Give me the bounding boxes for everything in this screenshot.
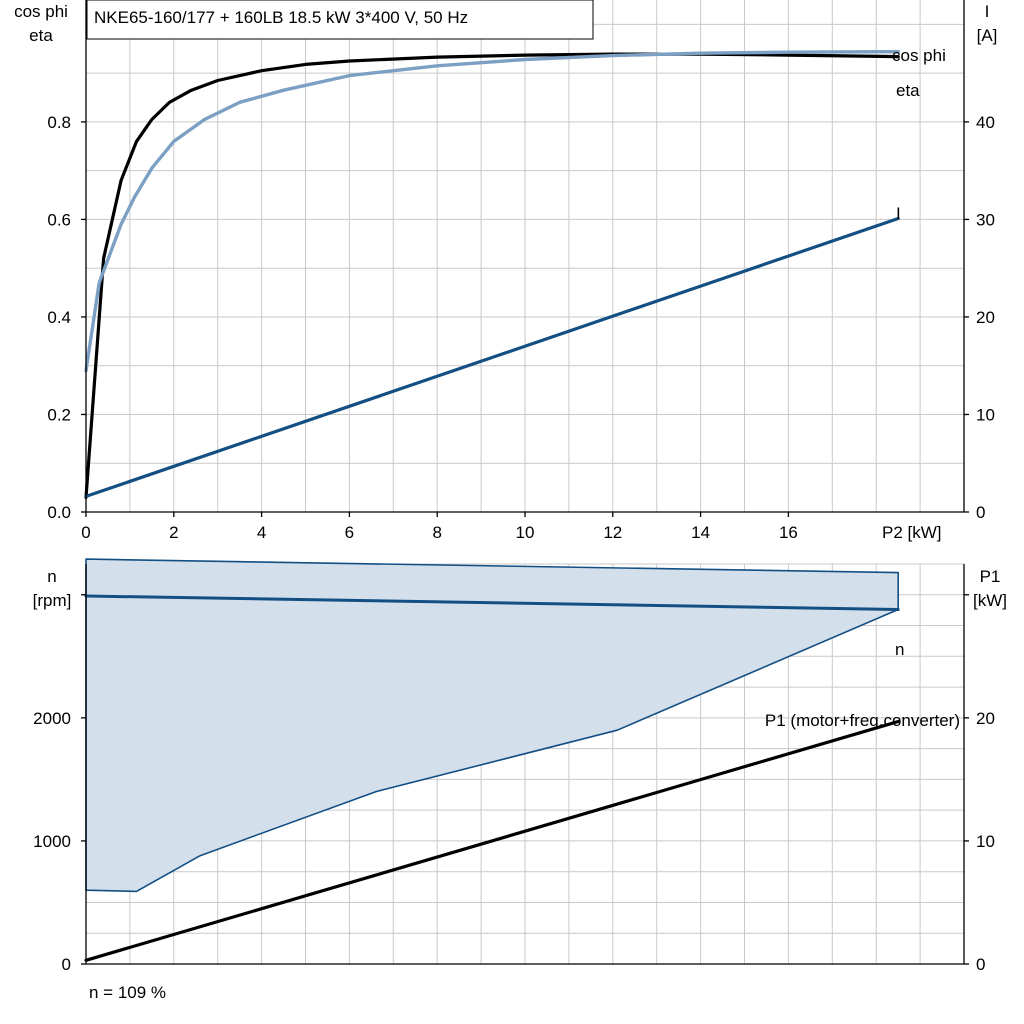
chart-title: NKE65-160/177 + 160LB 18.5 kW 3*400 V, 5… bbox=[94, 8, 468, 27]
chart-title-box bbox=[86, 0, 594, 40]
bottom-left-axis-label-2: [rpm] bbox=[33, 591, 72, 610]
bottom-right-y-tick-label: 0 bbox=[976, 955, 985, 974]
speed-annotation: n = 109 % bbox=[89, 983, 166, 1002]
top-right-axis-label-1: I bbox=[985, 2, 990, 21]
top-right-y-tick-label: 0 bbox=[976, 503, 985, 522]
cos-phi-series-line bbox=[84, 50, 900, 373]
top-x-tick-label: 4 bbox=[257, 523, 266, 542]
top-left-y-tick-label: 0.6 bbox=[47, 210, 71, 229]
top-left-y-tick-label: 0.0 bbox=[47, 503, 71, 522]
bottom-tick-marks: 0 1000 2000 0 10 20 bbox=[33, 594, 995, 974]
top-left-y-tick-label: 0.2 bbox=[47, 405, 71, 424]
eta-series-label: eta bbox=[896, 81, 920, 100]
top-gridlines bbox=[86, 0, 965, 512]
current-series-label: I bbox=[896, 204, 901, 223]
top-right-axis-label-2: [A] bbox=[977, 26, 998, 45]
top-x-tick-label: 6 bbox=[345, 523, 354, 542]
top-x-tick-label: 2 bbox=[169, 523, 178, 542]
bottom-right-axis-label-2: [kW] bbox=[973, 591, 1007, 610]
top-right-y-tick-label: 40 bbox=[976, 113, 995, 132]
top-left-axis-label-2: eta bbox=[29, 26, 53, 45]
bottom-left-axis-label-1: n bbox=[47, 567, 56, 586]
top-right-y-tick-label: 10 bbox=[976, 405, 995, 424]
top-x-tick-label: 14 bbox=[691, 523, 710, 542]
speed-series-line bbox=[84, 594, 900, 611]
speed-series-label: n bbox=[895, 640, 904, 659]
bottom-left-y-tick-label: 2000 bbox=[33, 709, 71, 728]
top-left-axis-label-1: cos phi bbox=[14, 2, 68, 21]
top-x-tick-label: 8 bbox=[432, 523, 441, 542]
bottom-right-y-tick-label: 20 bbox=[976, 709, 995, 728]
p1-series-line bbox=[84, 719, 900, 962]
top-right-y-tick-label: 30 bbox=[976, 210, 995, 229]
bottom-series-layer bbox=[84, 558, 900, 962]
top-x-tick-label: 12 bbox=[603, 523, 622, 542]
bottom-plot-frame bbox=[85, 564, 965, 965]
x-axis-label: P2 [kW] bbox=[882, 523, 942, 542]
top-series-layer bbox=[84, 50, 900, 499]
bottom-right-axis-label-1: P1 bbox=[980, 567, 1001, 586]
bottom-left-y-tick-label: 1000 bbox=[33, 832, 71, 851]
cosphi-series-label: cos phi bbox=[892, 46, 946, 65]
top-x-tick-label: 0 bbox=[81, 523, 90, 542]
i-series-line bbox=[84, 216, 900, 498]
top-left-y-tick-label: 0.8 bbox=[47, 113, 71, 132]
bottom-left-y-tick-label: 0 bbox=[62, 955, 71, 974]
bottom-right-y-tick-label: 10 bbox=[976, 832, 995, 851]
top-x-tick-label: 10 bbox=[516, 523, 535, 542]
top-left-y-tick-label: 0.4 bbox=[47, 308, 71, 327]
top-x-tick-label: 16 bbox=[779, 523, 798, 542]
top-right-y-tick-label: 20 bbox=[976, 308, 995, 327]
speed-range-band bbox=[85, 558, 900, 893]
p1-series-label: P1 (motor+freq.converter) bbox=[765, 711, 960, 730]
top-tick-marks: 0 2 4 6 8 10 12 14 16 0.0 0.2 0.4 0.6 0.8 0 10 20 30 40 bbox=[47, 113, 995, 542]
eta-series-line bbox=[84, 52, 900, 499]
